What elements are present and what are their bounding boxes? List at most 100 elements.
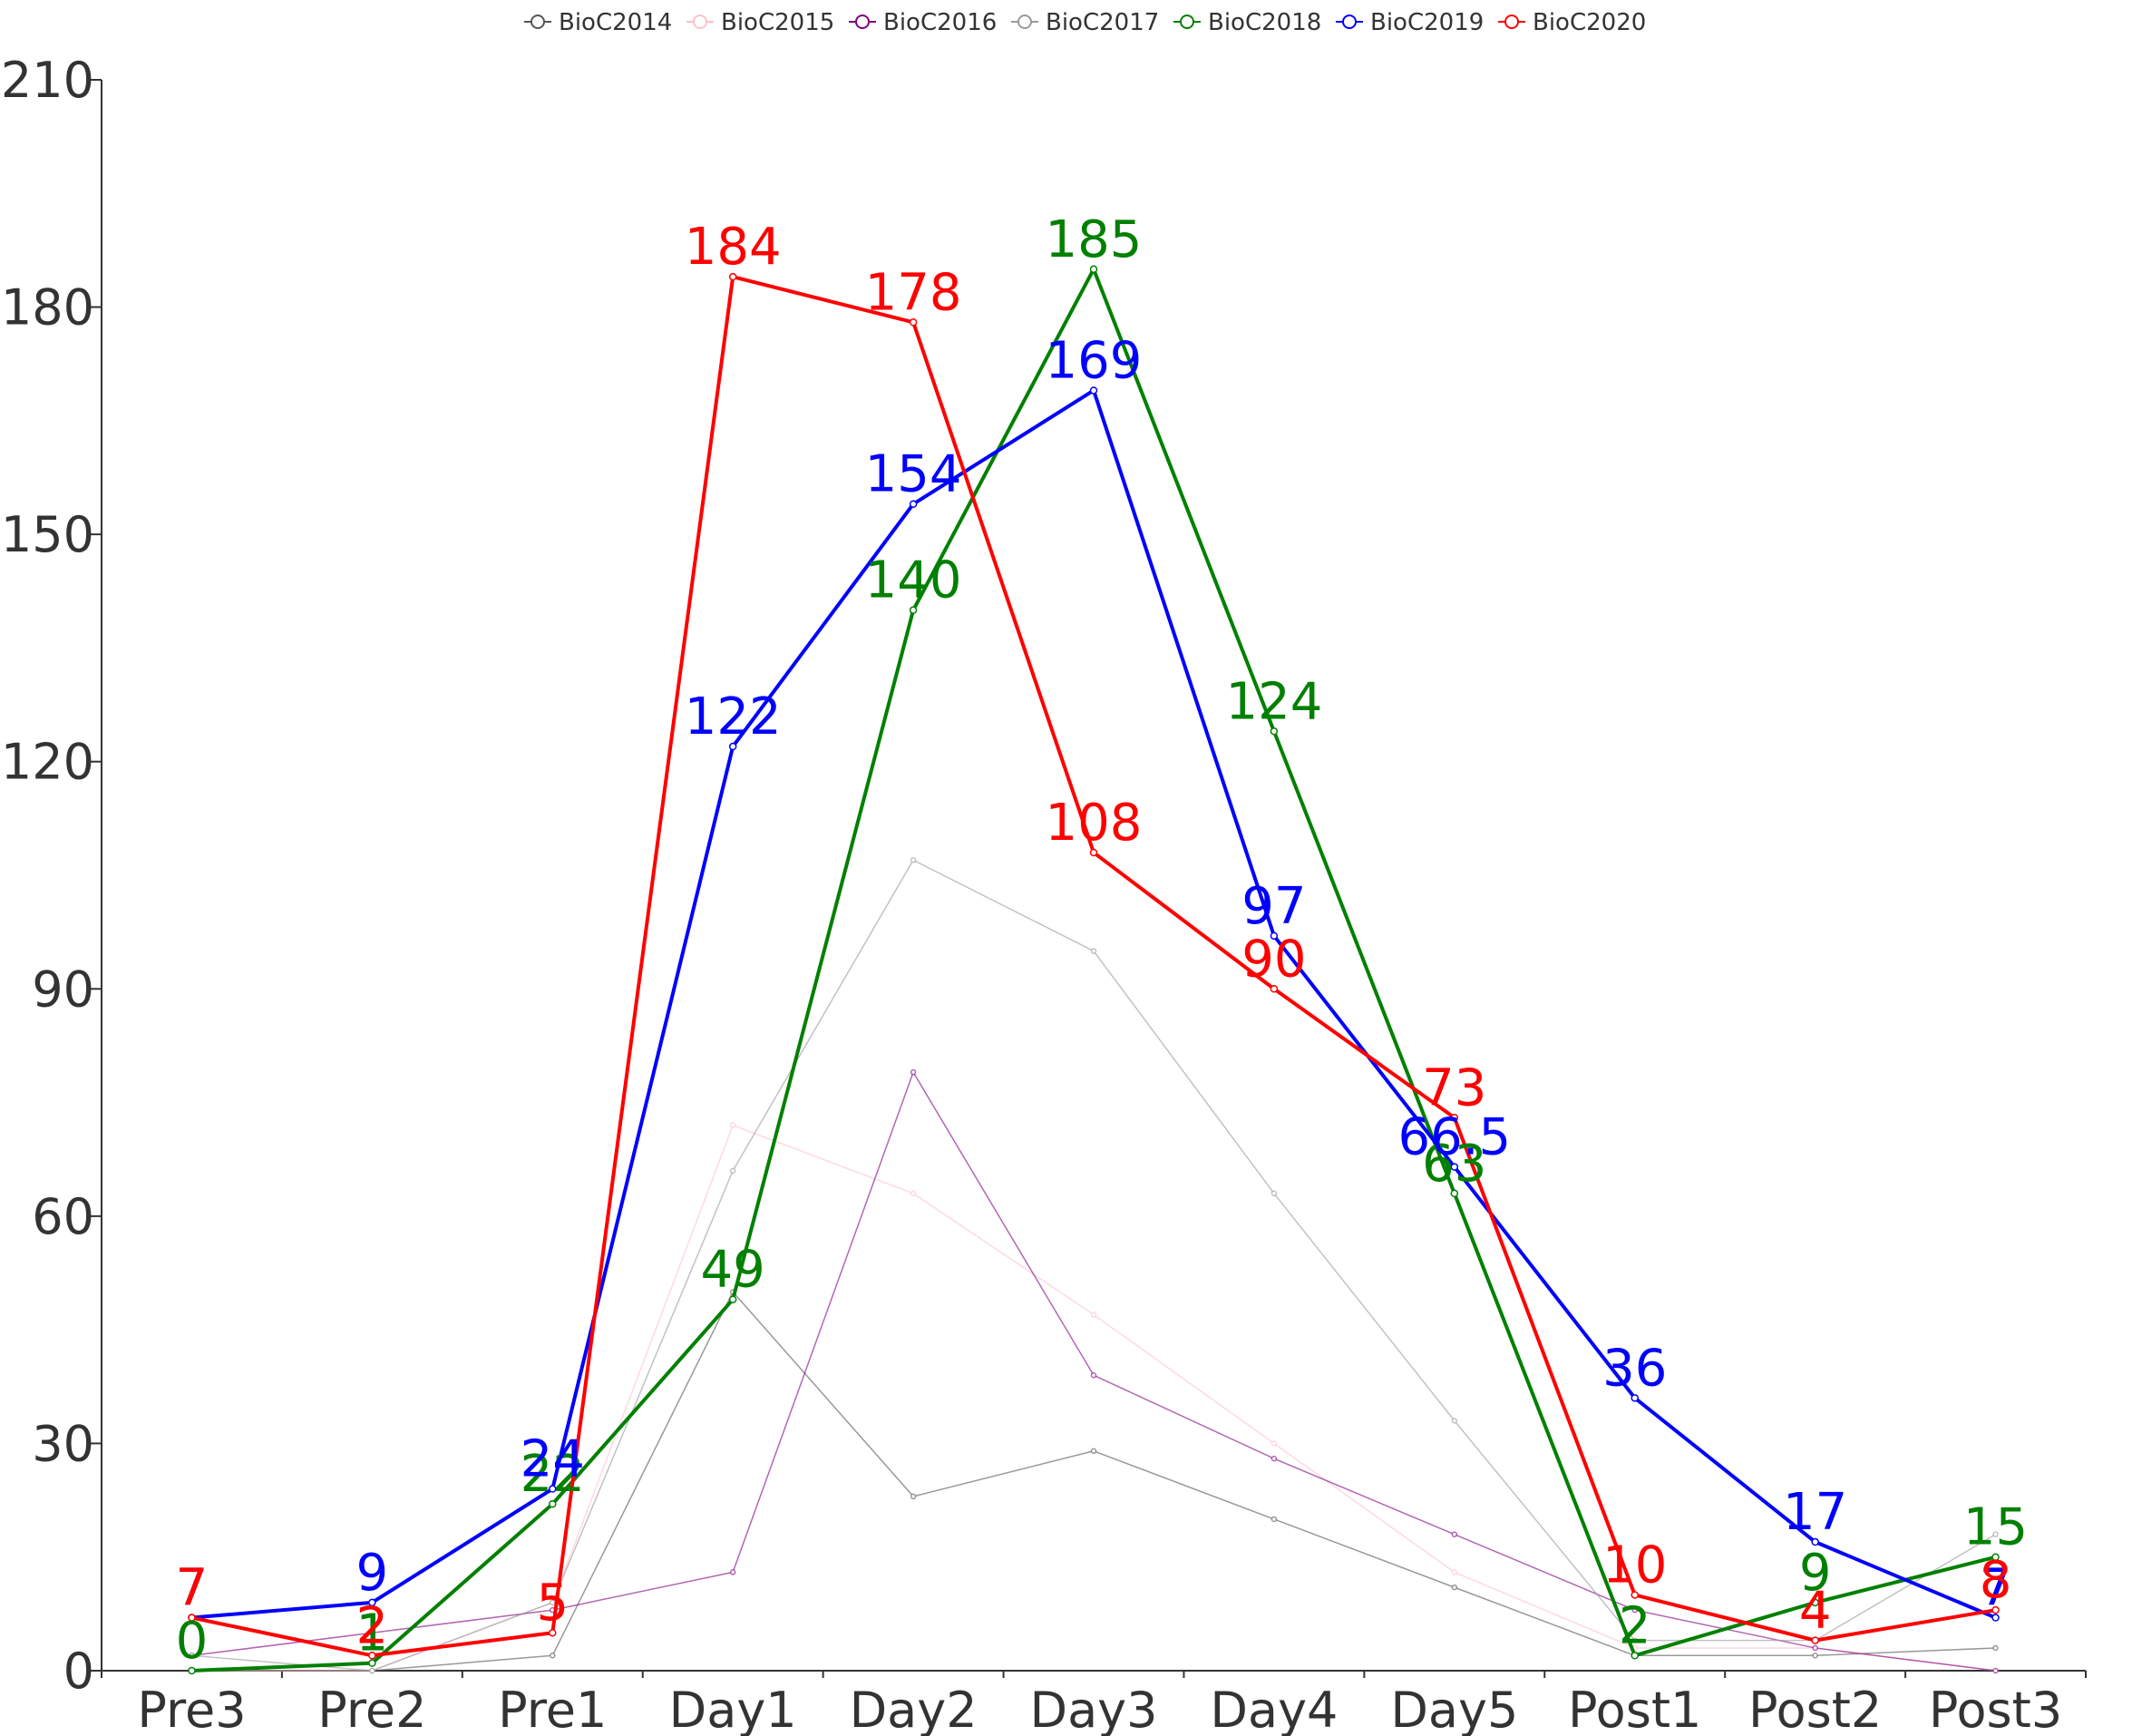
legend-item[interactable]: BioC2019 [1336, 9, 1484, 36]
legend-marker-icon [693, 15, 707, 29]
legend-marker-icon [855, 15, 870, 29]
x-tick-label: Post1 [1568, 1682, 1701, 1736]
data-point [1991, 1605, 2000, 1614]
data-point [1631, 1637, 1638, 1643]
series-BioC2017 [189, 857, 1999, 1674]
legend-label: BioC2014 [559, 9, 672, 36]
legend-marker-icon [531, 15, 545, 29]
data-point [910, 1068, 917, 1076]
legend-label: BioC2019 [1370, 9, 1484, 36]
y-tick-label: 0 [63, 1643, 94, 1700]
data-point [1090, 1448, 1097, 1455]
data-label: 122 [685, 688, 782, 746]
data-point [369, 1667, 375, 1674]
data-label: 0 [176, 1612, 209, 1671]
data-label: 178 [865, 263, 962, 322]
data-point [1270, 1455, 1278, 1462]
legend-item[interactable]: BioC2018 [1173, 9, 1321, 36]
data-point [910, 857, 917, 863]
x-tick-label: Day4 [1210, 1682, 1338, 1736]
series-BioC2014 [189, 1289, 1999, 1674]
data-point [1451, 1418, 1458, 1424]
y-tick-label: 30 [32, 1415, 94, 1472]
data-label: 22 [521, 1445, 585, 1504]
x-tick-label: Post3 [1929, 1682, 2062, 1736]
data-label: 2 [356, 1596, 389, 1655]
data-point [1450, 1189, 1459, 1198]
x-tick-label: Pre1 [498, 1682, 607, 1736]
data-label: 7 [1980, 1559, 2012, 1618]
series-line [191, 388, 1997, 1620]
data-point [909, 500, 918, 508]
legend-item[interactable]: BioC2015 [686, 9, 834, 36]
data-point [549, 1485, 557, 1493]
data-label: 24 [521, 1430, 585, 1489]
data-point [1991, 1553, 2000, 1561]
data-point [728, 272, 737, 281]
x-tick-label: Day3 [1030, 1682, 1158, 1736]
data-point [1089, 848, 1098, 857]
data-point [1090, 1372, 1097, 1379]
legend-marker-icon [1180, 15, 1194, 29]
data-label: 4 [1799, 1582, 1832, 1641]
series-line [191, 1291, 1996, 1672]
data-point [1631, 1394, 1639, 1402]
data-label: 124 [1225, 672, 1322, 731]
series-BioC2016 [189, 1068, 1999, 1674]
data-point [1631, 1591, 1639, 1599]
data-point [728, 1295, 737, 1303]
legend-label: BioC2017 [1046, 9, 1159, 36]
data-point [729, 1569, 736, 1575]
data-point [1811, 1598, 1819, 1607]
data-point [1089, 386, 1098, 395]
data-label: 154 [865, 445, 962, 504]
legend-marker-icon [1504, 15, 1519, 29]
series-BioC2019 [188, 386, 2000, 1622]
legend-label: BioC2020 [1533, 9, 1646, 36]
series-line [191, 1124, 1996, 1672]
legend-item[interactable]: BioC2016 [849, 9, 997, 36]
series-line [191, 859, 1996, 1672]
data-label: 63 [1422, 1135, 1486, 1194]
series-line [191, 1071, 1996, 1672]
data-point [1270, 985, 1279, 993]
legend-marker-icon [1342, 15, 1357, 29]
data-point [909, 318, 918, 327]
data-point [368, 1652, 376, 1660]
data-point [549, 1499, 557, 1508]
legend-item[interactable]: BioC2017 [1011, 9, 1159, 36]
series-BioC2020 [188, 272, 2000, 1660]
data-label: 66.5 [1397, 1108, 1511, 1167]
data-point [1992, 1644, 1999, 1652]
y-tick-label: 90 [32, 961, 94, 1018]
data-point [728, 742, 737, 751]
data-point [549, 1628, 557, 1637]
data-point [729, 1122, 736, 1128]
data-point [729, 1167, 736, 1174]
data-point [368, 1659, 376, 1667]
legend-item[interactable]: BioC2020 [1498, 9, 1646, 36]
data-point [1451, 1584, 1458, 1591]
data-point [1812, 1653, 1818, 1659]
data-label: 9 [356, 1544, 389, 1603]
x-tick-label: Day5 [1390, 1682, 1518, 1736]
series-line [191, 267, 1997, 1673]
data-label: 184 [685, 218, 782, 277]
data-point [1631, 1652, 1639, 1660]
y-tick-label: 120 [1, 734, 94, 791]
legend-marker-icon [1017, 15, 1032, 29]
x-tick-label: Day2 [850, 1682, 978, 1736]
data-point [1270, 1516, 1278, 1523]
data-label: 36 [1602, 1339, 1667, 1398]
series-layer [188, 265, 2000, 1675]
series-BioC2015 [189, 1122, 1999, 1674]
legend: BioC2014 BioC2015 BioC2016 BioC2017 BioC2018… [524, 9, 1646, 36]
data-point [910, 1190, 917, 1197]
legend-item[interactable]: BioC2014 [524, 9, 672, 36]
data-label: 7 [176, 1559, 209, 1618]
data-label: 108 [1046, 794, 1143, 853]
data-label: 7 [176, 1559, 209, 1618]
